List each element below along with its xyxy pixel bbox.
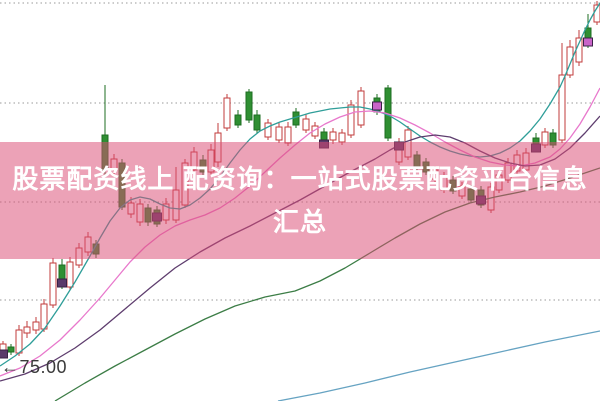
signal-marker xyxy=(583,37,593,47)
candle-up xyxy=(32,317,40,334)
candle-up xyxy=(66,257,74,290)
candle-down xyxy=(245,89,253,123)
candle-up xyxy=(566,40,574,78)
candle-up xyxy=(347,100,355,138)
candle-down xyxy=(234,110,242,128)
candle-down xyxy=(253,110,261,133)
headline-line-2: 汇总 xyxy=(272,206,327,237)
signal-marker xyxy=(372,101,382,111)
signal-marker xyxy=(0,349,8,359)
ma-longest-steelblue xyxy=(277,330,600,401)
candle-up xyxy=(223,94,231,131)
candle-up xyxy=(302,114,310,133)
candle-up xyxy=(49,258,57,308)
candle-up xyxy=(275,123,283,143)
candle-up xyxy=(329,128,337,144)
candle-up xyxy=(23,321,31,338)
price-level-label: ←75.00 xyxy=(1,357,68,377)
candle-up xyxy=(558,43,566,143)
candle-up xyxy=(264,119,272,140)
candle-down xyxy=(7,344,15,355)
signal-marker xyxy=(57,278,67,288)
headline-banner: 股票配资线上 配资询：一站式股票配资平台信息 汇总 xyxy=(0,142,600,259)
headline-line-1: 股票配资线上 配资询：一站式股票配资平台信息 xyxy=(12,163,588,194)
